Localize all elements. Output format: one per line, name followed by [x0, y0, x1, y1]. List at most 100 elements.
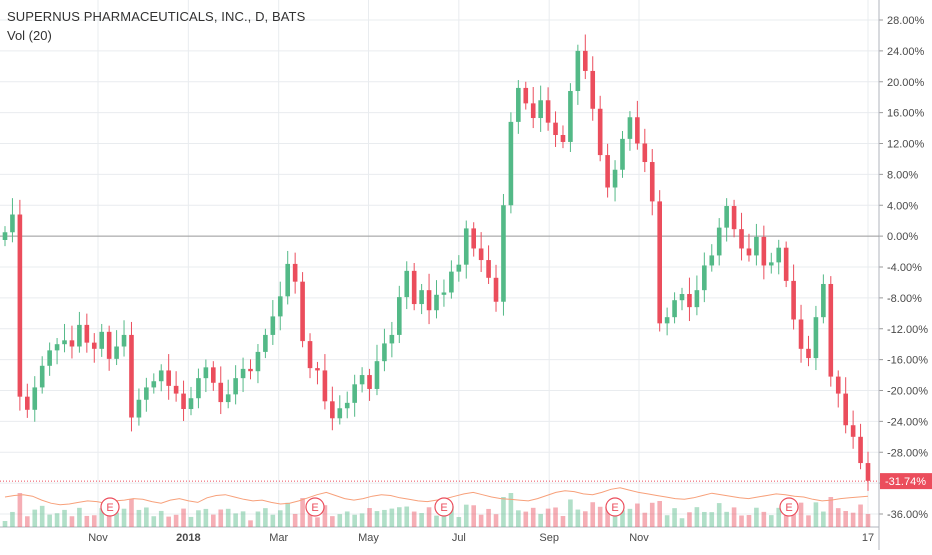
candle[interactable] — [411, 262, 417, 311]
candle[interactable] — [99, 323, 105, 357]
candle[interactable] — [768, 252, 774, 274]
candle[interactable] — [129, 321, 134, 432]
candle[interactable] — [694, 275, 700, 316]
candle[interactable] — [516, 80, 521, 134]
candle[interactable] — [166, 354, 171, 400]
candle[interactable] — [672, 292, 677, 324]
candle[interactable] — [441, 279, 447, 307]
candle[interactable] — [560, 125, 566, 149]
candle[interactable] — [396, 285, 402, 344]
candle[interactable] — [597, 95, 603, 162]
candle[interactable] — [508, 112, 514, 214]
earnings-event-icon[interactable]: E — [605, 497, 625, 517]
earnings-event-icon[interactable]: E — [305, 497, 325, 517]
candle[interactable] — [91, 333, 97, 363]
candle[interactable] — [434, 280, 439, 319]
candle[interactable] — [471, 222, 477, 257]
candle[interactable] — [344, 391, 350, 419]
x-axis[interactable]: Nov 2018 Mar May Jul Sep Nov 17 — [88, 532, 874, 544]
candle[interactable] — [106, 325, 112, 371]
candle[interactable] — [456, 255, 462, 282]
candle[interactable] — [679, 287, 685, 311]
candle[interactable] — [270, 300, 276, 345]
candle[interactable] — [248, 359, 253, 380]
candle[interactable] — [754, 223, 759, 266]
candle[interactable] — [225, 379, 231, 409]
candle[interactable] — [285, 250, 291, 305]
candle[interactable] — [233, 365, 238, 405]
candle[interactable] — [69, 325, 75, 359]
candle[interactable] — [84, 313, 90, 353]
candle[interactable] — [709, 244, 715, 272]
candle[interactable] — [828, 276, 834, 387]
candle[interactable] — [10, 198, 15, 243]
candle[interactable] — [188, 386, 194, 416]
candle[interactable] — [731, 199, 737, 238]
candle[interactable] — [121, 320, 127, 357]
candle[interactable] — [300, 272, 305, 348]
candle[interactable] — [352, 374, 357, 417]
candle[interactable] — [211, 361, 216, 391]
candle[interactable] — [255, 344, 261, 384]
candle[interactable] — [806, 335, 811, 367]
candle[interactable] — [158, 364, 164, 392]
earnings-event-icon[interactable]: E — [434, 497, 454, 517]
volume-indicator-label[interactable]: Vol (20) — [7, 28, 52, 43]
candle[interactable] — [196, 368, 201, 409]
candle[interactable] — [582, 34, 588, 80]
candle[interactable] — [374, 344, 380, 396]
candle[interactable] — [144, 377, 149, 412]
candle[interactable] — [322, 354, 328, 410]
candle[interactable] — [136, 388, 142, 426]
candle[interactable] — [627, 111, 633, 151]
candle[interactable] — [850, 410, 856, 449]
candle[interactable] — [716, 218, 722, 266]
candle[interactable] — [642, 128, 648, 173]
candle[interactable] — [590, 56, 596, 121]
candle[interactable] — [486, 245, 491, 284]
candle[interactable] — [798, 304, 804, 363]
candle[interactable] — [419, 283, 424, 315]
candle[interactable] — [523, 81, 529, 110]
candle[interactable] — [530, 86, 536, 129]
candle[interactable] — [605, 143, 610, 198]
candle[interactable] — [575, 44, 581, 105]
candle[interactable] — [181, 380, 186, 421]
candle[interactable] — [702, 252, 707, 303]
candle[interactable] — [151, 373, 157, 394]
candle[interactable] — [501, 193, 506, 316]
candle[interactable] — [292, 252, 298, 294]
candle[interactable] — [337, 395, 343, 425]
candle[interactable] — [649, 149, 655, 216]
candle[interactable] — [277, 281, 283, 331]
candle[interactable] — [25, 383, 30, 418]
candle[interactable] — [612, 160, 618, 202]
candle[interactable] — [2, 226, 8, 247]
candle[interactable] — [463, 220, 469, 279]
candle[interactable] — [724, 198, 729, 242]
candle[interactable] — [478, 232, 484, 273]
candle[interactable] — [315, 361, 320, 385]
candle[interactable] — [307, 333, 313, 379]
candle[interactable] — [568, 83, 573, 152]
candle[interactable] — [330, 386, 335, 431]
candle[interactable] — [493, 264, 499, 312]
candle[interactable] — [17, 199, 23, 411]
candle[interactable] — [858, 423, 863, 470]
candle[interactable] — [218, 366, 224, 415]
candle[interactable] — [32, 376, 38, 422]
candle[interactable] — [783, 241, 789, 288]
candle[interactable] — [382, 328, 387, 372]
candle[interactable] — [240, 357, 246, 393]
candle[interactable] — [761, 225, 767, 280]
candle[interactable] — [843, 377, 848, 434]
candle[interactable] — [553, 111, 558, 147]
candle[interactable] — [62, 323, 67, 353]
candle[interactable] — [635, 100, 640, 150]
candle[interactable] — [545, 87, 551, 131]
candle[interactable] — [449, 260, 454, 299]
candle[interactable] — [54, 338, 60, 365]
candle[interactable] — [835, 370, 841, 408]
candle[interactable] — [173, 371, 179, 402]
